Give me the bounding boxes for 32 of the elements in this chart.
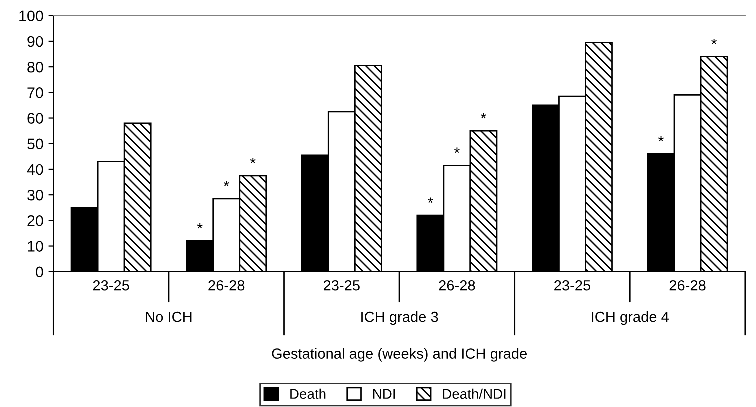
y-tick-label: 80 bbox=[28, 62, 44, 73]
text: ICH grade 4 bbox=[592, 312, 670, 326]
data-label: * bbox=[197, 223, 203, 229]
x-tick-label: 23-25 bbox=[93, 280, 130, 291]
data-label: * bbox=[480, 113, 486, 119]
data-label: * bbox=[224, 181, 230, 186]
y-tick-label: 10 bbox=[28, 241, 44, 252]
y-tick-label: 90 bbox=[28, 36, 44, 48]
x-tick-label: 26-28 bbox=[208, 280, 245, 291]
y-tick-label: 100 bbox=[20, 10, 44, 22]
legend-label: NDI bbox=[374, 389, 395, 399]
data-label: * bbox=[454, 148, 460, 154]
x-tick-label: 23-25 bbox=[324, 280, 360, 291]
x-tick-label: 23-25 bbox=[554, 280, 591, 291]
y-tick-label: 30 bbox=[28, 190, 44, 201]
data-label: * bbox=[658, 136, 664, 142]
legend-label: Death/NDI bbox=[443, 388, 506, 400]
x-tick-label: 26-28 bbox=[670, 280, 706, 291]
x-axis-title: Gestational age (weeks) and ICH grade bbox=[272, 348, 527, 362]
data-label: * bbox=[428, 198, 434, 204]
legend-label: Death bbox=[290, 388, 326, 400]
y-tick-label: 40 bbox=[27, 164, 44, 176]
data-label: * bbox=[250, 158, 256, 164]
y-tick-label: 20 bbox=[28, 216, 44, 226]
y-tick-label: 60 bbox=[28, 113, 44, 124]
x-tick-label: 26-28 bbox=[439, 280, 476, 291]
text: No ICH bbox=[146, 312, 192, 322]
data-label: * bbox=[712, 38, 718, 44]
y-tick-label: 70 bbox=[28, 88, 44, 98]
text: ICH grade 3 bbox=[362, 312, 438, 326]
y-tick-label: 0 bbox=[36, 266, 44, 278]
y-tick-label: 50 bbox=[28, 138, 44, 150]
